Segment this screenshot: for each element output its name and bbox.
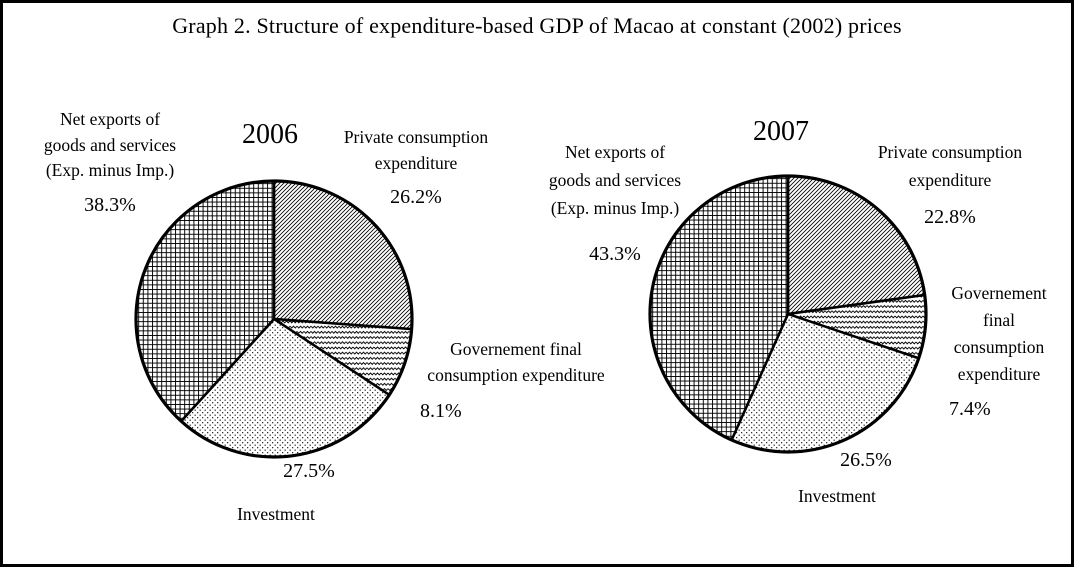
label-line: final <box>982 310 1016 330</box>
label-net-exports-2006: Net exports of goods and services (Exp. … <box>16 107 204 218</box>
label-investment-2007: Investment <box>787 484 887 510</box>
label-line: expenditure <box>374 152 458 173</box>
percent-private-consumption-2007: 22.8% <box>924 206 976 228</box>
label-line: Private consumption <box>877 142 1023 162</box>
label-line: expenditure <box>957 364 1041 384</box>
label-line: Net exports of <box>59 109 161 129</box>
percent-government-2006: 8.1% <box>420 400 462 422</box>
year-label-2006: 2006 <box>242 119 298 150</box>
pie-chart-2006 <box>134 179 414 459</box>
label-investment-2006: Investment <box>226 502 326 528</box>
label-line: Governement final <box>450 339 582 359</box>
pie-outline-2006 <box>134 179 414 459</box>
percent-government-2007: 7.4% <box>949 398 991 420</box>
label-line: Investment <box>798 486 876 506</box>
label-line: (Exp. minus Imp.) <box>45 160 175 180</box>
chart-title: Graph 2. Structure of expenditure-based … <box>172 13 902 38</box>
label-line: Net exports of <box>564 142 666 162</box>
label-government-2006: Governement final consumption expenditur… <box>405 337 627 388</box>
label-private-consumption-2006: Private consumption expenditure 26.2% <box>323 125 509 211</box>
label-government-2007: Governement final consumption expenditur… <box>932 280 1066 388</box>
year-label-2007: 2007 <box>753 116 809 147</box>
percent-investment-2007: 26.5% <box>840 449 892 471</box>
label-line: consumption expenditure <box>427 364 605 385</box>
percent-net-exports-2006: 38.3% <box>84 193 136 216</box>
percent-private-consumption-2006: 26.2% <box>390 186 442 208</box>
label-line: Governement <box>951 283 1047 303</box>
label-net-exports-2007: Net exports of goods and services (Exp. … <box>527 138 703 268</box>
label-line: Private consumption <box>343 127 489 147</box>
label-line: consumption <box>953 337 1045 357</box>
label-private-consumption-2007: Private consumption expenditure 22.8% <box>858 138 1042 231</box>
label-line: goods and services <box>548 170 682 190</box>
label-line: goods and services <box>43 134 177 155</box>
pie-outline-2007 <box>648 174 928 454</box>
label-line: expenditure <box>908 170 992 190</box>
label-line: Investment <box>237 504 315 524</box>
pie-chart-2007 <box>648 174 928 454</box>
percent-net-exports-2007: 43.3% <box>589 243 641 265</box>
label-line: (Exp. minus Imp.) <box>550 198 680 218</box>
percent-investment-2006: 27.5% <box>283 460 335 482</box>
